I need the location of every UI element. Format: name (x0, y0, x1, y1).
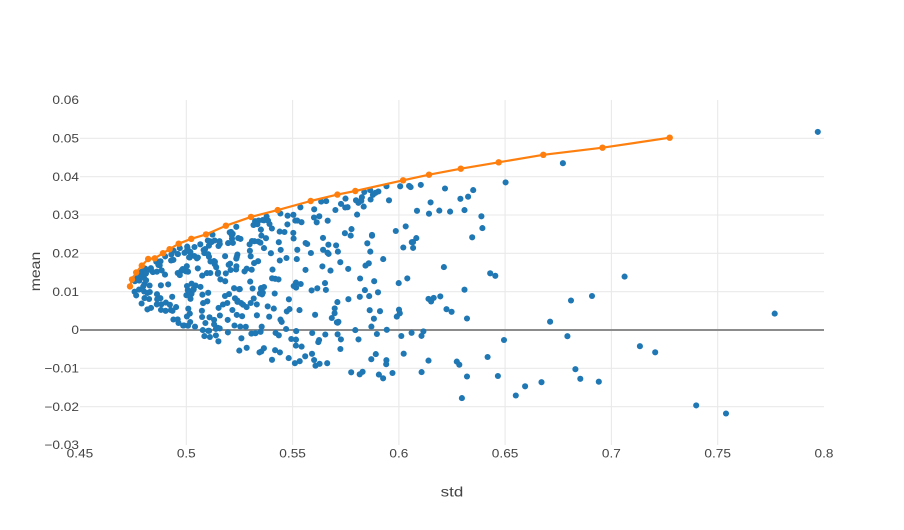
svg-text:std: std (441, 484, 464, 500)
svg-text:0.65: 0.65 (492, 447, 519, 461)
svg-text:−0.02: −0.02 (44, 400, 79, 414)
svg-text:0.05: 0.05 (52, 132, 79, 146)
svg-text:0.75: 0.75 (704, 447, 731, 461)
svg-text:0.6: 0.6 (389, 447, 408, 461)
svg-text:0.03: 0.03 (52, 208, 79, 222)
svg-text:0.8: 0.8 (815, 447, 834, 461)
svg-text:0.01: 0.01 (52, 285, 79, 299)
svg-text:0.55: 0.55 (279, 447, 306, 461)
svg-text:0.5: 0.5 (177, 447, 196, 461)
svg-text:0.04: 0.04 (52, 170, 79, 184)
svg-text:0.45: 0.45 (67, 447, 94, 461)
svg-text:mean: mean (27, 252, 43, 292)
svg-text:0: 0 (71, 323, 79, 337)
svg-text:−0.03: −0.03 (44, 438, 79, 452)
svg-text:0.7: 0.7 (602, 447, 621, 461)
svg-text:0.06: 0.06 (52, 93, 79, 107)
svg-text:0.02: 0.02 (52, 247, 79, 261)
svg-text:−0.01: −0.01 (44, 362, 79, 376)
